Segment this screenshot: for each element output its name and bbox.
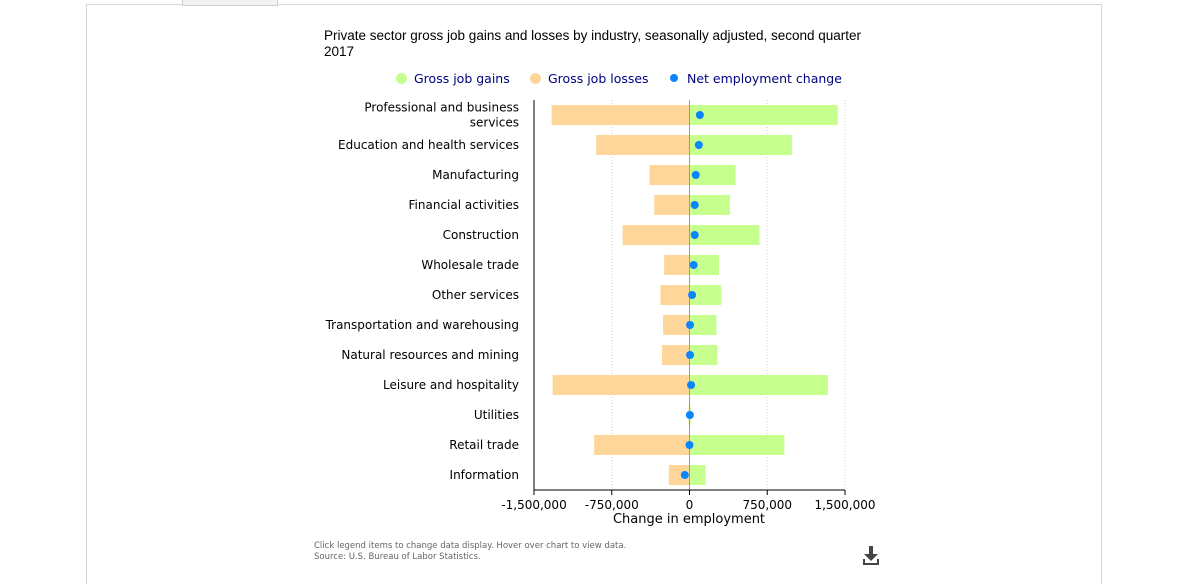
bar-gross-job-losses[interactable] [649,165,690,185]
bars [551,105,838,485]
bar-gross-job-gains[interactable] [689,255,720,275]
category-label: Transportation and warehousing [325,318,519,332]
bar-gross-job-gains[interactable] [689,135,793,155]
point-net-employment-change[interactable] [686,351,695,359]
category-labels: Professional and business services Educati… [325,101,519,483]
chart-title: Private sector gross job gains and losse… [324,28,862,59]
x-axis-title: Change in employment [613,512,765,527]
bar-gross-job-gains[interactable] [689,195,730,215]
bar-gross-job-losses[interactable] [551,105,690,125]
category-label: Other services [432,288,519,302]
download-icon[interactable] [861,545,881,567]
bar-gross-job-gains[interactable] [689,465,706,485]
category-label: Wholesale trade [421,258,519,272]
legend-symbol-gains [396,73,407,84]
chart-footer: Click legend items to change data displa… [314,541,626,563]
legend-label-net: Net employment change [687,71,842,86]
x-tick-label: 0 [686,498,694,512]
x-tick-labels: -1,500,000 -750,000 0 750,000 1,500,000 [501,498,875,512]
chart-plot[interactable]: Professional and business services Educati… [0,0,1192,570]
category-label: Information [450,468,519,482]
bar-gross-job-losses[interactable] [654,195,690,215]
bar-gross-job-losses[interactable] [596,135,690,155]
category-label: Construction [443,228,519,242]
bar-gross-job-gains[interactable] [689,165,736,185]
point-net-employment-change[interactable] [694,141,703,149]
x-tick-label: 750,000 [742,498,792,512]
x-tick-label: 1,500,000 [814,498,875,512]
legend-symbol-losses [530,73,541,84]
category-label: Retail trade [449,438,519,452]
category-label: Manufacturing [432,168,519,182]
legend-symbol-net [670,74,678,82]
category-label: Education and health services [338,138,519,152]
net-points [680,111,704,479]
point-net-employment-change[interactable] [689,261,698,269]
bar-gross-job-losses[interactable] [663,315,690,335]
footer-source: Source: U.S. Bureau of Labor Statistics. [314,552,481,562]
point-net-employment-change[interactable] [688,291,697,299]
category-label: Natural resources and mining [341,348,519,362]
category-label: Leisure and hospitality [383,378,519,392]
bar-gross-job-losses[interactable] [660,285,690,305]
point-net-employment-change[interactable] [695,111,704,119]
point-net-employment-change[interactable] [680,471,689,479]
category-label: Financial activities [409,198,519,212]
bar-gross-job-gains[interactable] [689,285,722,305]
bar-gross-job-losses[interactable] [594,435,690,455]
footer-note: Click legend items to change data displa… [314,541,627,551]
bar-gross-job-losses[interactable] [664,255,690,275]
category-label: Utilities [474,408,519,422]
bar-gross-job-losses[interactable] [622,225,690,245]
bar-gross-job-gains[interactable] [689,375,828,395]
point-net-employment-change[interactable] [690,231,699,239]
point-net-employment-change[interactable] [685,441,694,449]
bar-gross-job-gains[interactable] [689,225,760,245]
axes [533,100,846,495]
legend-label-gains: Gross job gains [414,71,510,86]
x-tick-label: -1,500,000 [501,498,566,512]
bar-gross-job-losses[interactable] [552,375,690,395]
legend-label-losses: Gross job losses [548,71,649,86]
bar-gross-job-gains[interactable] [689,315,717,335]
point-net-employment-change[interactable] [686,321,695,329]
x-tick-label: -750,000 [585,498,639,512]
point-net-employment-change[interactable] [685,411,694,419]
category-label: Professional and business services [364,101,519,130]
bar-gross-job-gains[interactable] [689,435,785,455]
bar-gross-job-losses[interactable] [662,345,690,365]
chart-frame [86,4,1102,584]
point-net-employment-change[interactable] [690,201,699,209]
tab-stub[interactable] [182,0,278,6]
bar-gross-job-gains[interactable] [689,105,838,125]
bar-gross-job-losses[interactable] [668,465,690,485]
point-net-employment-change[interactable] [687,381,696,389]
point-net-employment-change[interactable] [691,171,700,179]
bar-gross-job-gains[interactable] [689,345,718,365]
